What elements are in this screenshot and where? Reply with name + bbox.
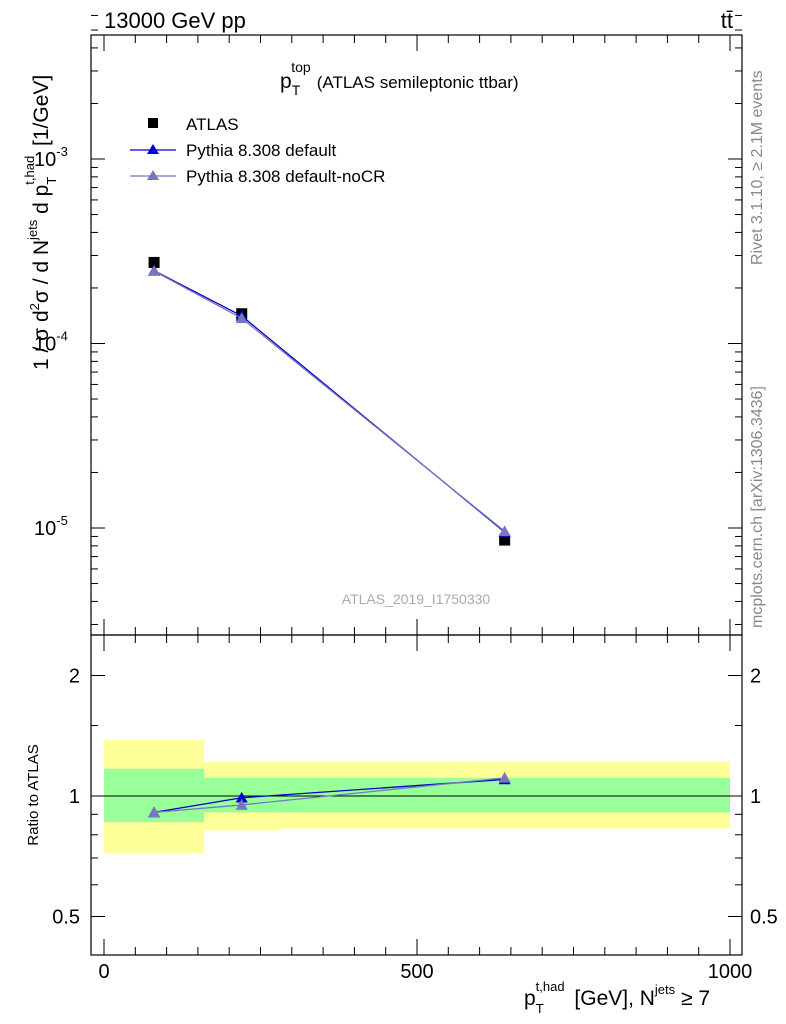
ratio-point-1 bbox=[498, 771, 511, 783]
ratio-y-tick-label-left: 1 bbox=[69, 786, 80, 808]
svg-text:1 / σ d2σ / d Njets d pTt,had: 1 / σ d2σ / d Njets d pTt,had [1/GeV] bbox=[22, 75, 59, 370]
legend-label-default: Pythia 8.308 default bbox=[186, 141, 337, 160]
plot-title-main: p bbox=[280, 70, 292, 93]
legend-label-atlas: ATLAS bbox=[186, 115, 239, 134]
ratio-y-tick-label-left: 2 bbox=[69, 666, 80, 688]
x-tick-label: 1000 bbox=[708, 961, 753, 983]
ratio-y-tick-label-left: 0.5 bbox=[52, 907, 80, 929]
main-y-tick-label: 10-5 bbox=[34, 513, 68, 540]
ratio-y-tick-label-right: 2 bbox=[750, 666, 761, 688]
series-line-1 bbox=[153, 270, 506, 533]
legend: ATLAS Pythia 8.308 default Pythia 8.308 … bbox=[130, 115, 385, 186]
legend-marker-atlas bbox=[148, 118, 158, 128]
energy-label: 13000 GeV pp bbox=[104, 8, 246, 33]
legend-marker-default bbox=[147, 144, 159, 154]
ratio-point-0 bbox=[235, 791, 248, 803]
ratio-y-tick-label-right: 1 bbox=[750, 786, 761, 808]
ratio-y-axis-label: Ratio to ATLAS bbox=[25, 744, 42, 845]
source-label: mcplots.cern.ch [arXiv:1306.3436] bbox=[749, 386, 766, 628]
legend-marker-nocr bbox=[147, 170, 159, 180]
series-line-2 bbox=[153, 270, 506, 532]
ratio-point-1 bbox=[148, 806, 161, 818]
ratio-axis-ticks: 0 500 1000 0.5 0.5 1 1 2 2 bbox=[52, 635, 778, 983]
process-label: tt̄ bbox=[721, 8, 733, 33]
plot-title-sup: top bbox=[291, 59, 311, 75]
legend-label-nocr: Pythia 8.308 default-noCR bbox=[186, 167, 385, 186]
plot-title-rest: (ATLAS semileptonic ttbar) bbox=[317, 73, 519, 92]
data-point-2 bbox=[235, 312, 248, 324]
x-axis-label: pTt,had [GeV], Njets ≥ 7 bbox=[524, 979, 710, 1016]
ratio-point-1 bbox=[235, 798, 248, 810]
plot-title-sub: T bbox=[292, 82, 301, 98]
main-y-tick-label: 10-4 bbox=[34, 329, 68, 356]
main-y-axis-label: 1 / σ d2σ / d Njets d pTt,had [1/GeV] bbox=[22, 75, 59, 370]
data-point-atlas bbox=[499, 534, 511, 546]
main-axis-ticks: 10-5 10-4 10-3 bbox=[34, 14, 742, 635]
data-point-2 bbox=[498, 525, 511, 537]
ratio-uncertainty-bands bbox=[91, 740, 742, 854]
svg-text:pTt,had [GeV], Njets ≥ 7: pTt,had [GeV], Njets ≥ 7 bbox=[524, 979, 710, 1016]
plot-title: pTtop (ATLAS semileptonic ttbar) bbox=[280, 59, 519, 98]
analysis-watermark: ATLAS_2019_I1750330 bbox=[342, 591, 491, 607]
rivet-label: Rivet 3.1.10, ≥ 2.1M events bbox=[749, 70, 766, 265]
data-point-atlas bbox=[148, 256, 160, 268]
main-y-tick-label: 10-3 bbox=[34, 144, 68, 171]
ratio-y-tick-label-right: 0.5 bbox=[750, 907, 778, 929]
data-point-2 bbox=[148, 265, 161, 276]
x-tick-label: 500 bbox=[400, 961, 433, 983]
x-tick-label: 0 bbox=[98, 961, 109, 983]
